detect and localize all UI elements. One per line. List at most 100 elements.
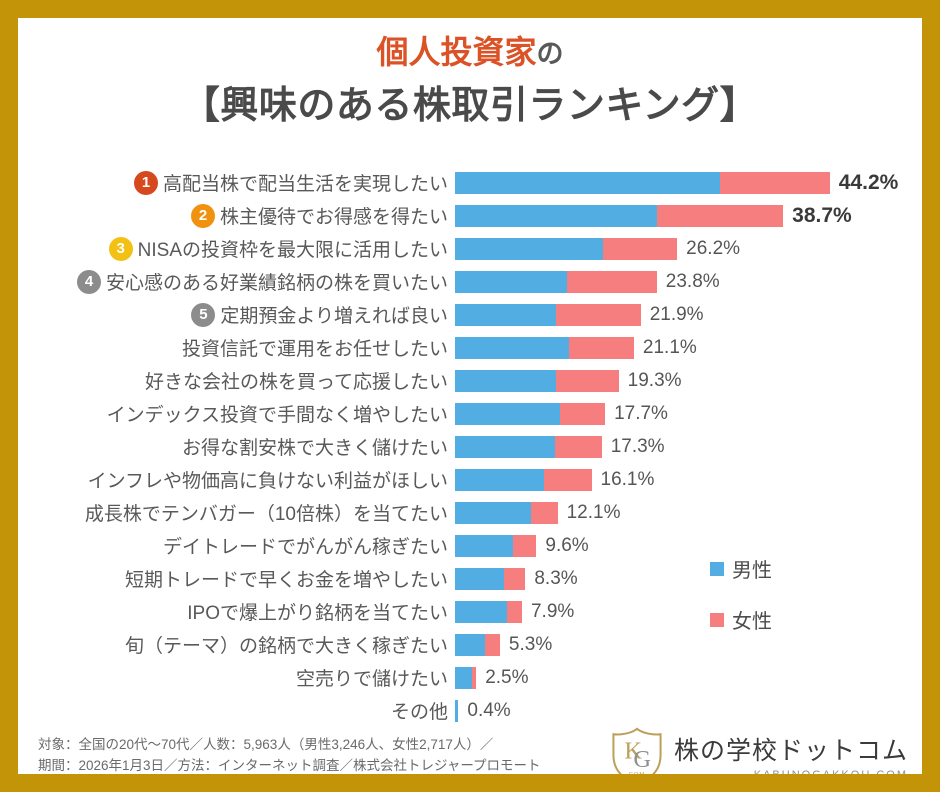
survey-note-line2: 期間：2026年1月3日／方法：インターネット調査／株式会社トレジャープロモート <box>38 757 541 773</box>
shield-crest-icon: K G COM <box>612 727 662 774</box>
chart-row: 2 株主優待でお得感を得たい 38.7% <box>18 199 922 232</box>
shield-letter-k: K <box>624 737 642 764</box>
row-label-text: インデックス投資で手間なく増やしたい <box>106 405 448 426</box>
logo-text-column: 株の学校ドットコム KABUNOGAKKOU.COM <box>673 731 908 775</box>
row-label-text: 成長株でテンバガー（10倍株）を当てたい <box>84 504 448 525</box>
chart-row: 空売りで儲けたい 2.5% <box>18 661 922 694</box>
row-label-cell: 5 定期預金より増えれば良い <box>18 301 448 328</box>
title-block: 個人投資家の 【興味のある株取引ランキング】 <box>18 34 922 166</box>
bar-female-segment <box>555 369 619 392</box>
legend-label-female: 女性 <box>732 611 772 633</box>
stacked-bar <box>455 336 634 359</box>
row-value-label: 0.4% <box>467 699 511 721</box>
chart-row: 好きな会社の株を買って応援したい 19.3% <box>18 364 922 397</box>
chart-row: お得な割安株で大きく儲けたい 17.3% <box>18 430 922 463</box>
row-value-label: 21.1% <box>642 336 697 358</box>
row-label-text: 定期預金より増えれば良い <box>220 306 448 327</box>
title-suffix-text: の <box>536 39 564 69</box>
bar-female-segment <box>656 204 784 227</box>
bar-female-segment <box>603 237 678 260</box>
row-value-label: 44.2% <box>838 170 899 194</box>
row-label-cell: 1 高配当株で配当生活を実現したい <box>18 169 448 196</box>
bar-male-segment <box>455 534 513 557</box>
survey-note-line1: 対象：全国の20代～70代／人数：5,963人（男性3,246人、女性2,717… <box>38 736 494 752</box>
chart-row: 投資信託で運用をお任せしたい 21.1% <box>18 331 922 364</box>
chart-row: インフレや物価高に負けない利益がほしい 16.1% <box>18 463 922 496</box>
stacked-bar <box>455 237 678 260</box>
legend-item-female: 女性 <box>710 605 772 634</box>
legend-label-male: 男性 <box>732 560 772 582</box>
row-label-cell: IPOで爆上がり銘柄を当てたい <box>18 598 448 625</box>
row-value-label: 38.7% <box>792 203 852 227</box>
row-label-cell: インデックス投資で手間なく増やしたい <box>18 400 448 427</box>
chart-row: 5 定期預金より増えれば良い 21.9% <box>18 298 922 331</box>
chart-row: インデックス投資で手間なく増やしたい 17.7% <box>18 397 922 430</box>
row-value-label: 26.2% <box>686 237 741 259</box>
bar-male-segment <box>455 600 507 623</box>
rank-badge: 5 <box>191 302 216 327</box>
bar-female-segment <box>568 336 634 359</box>
row-value-label: 17.7% <box>614 402 668 424</box>
chart-row: IPOで爆上がり銘柄を当てたい 7.9% <box>18 595 922 628</box>
bar-male-segment <box>455 171 720 194</box>
bar-female-segment <box>512 534 537 557</box>
row-label-cell: 好きな会社の株を買って応援したい <box>18 367 448 394</box>
row-value-label: 23.8% <box>665 270 720 292</box>
row-label-text: インフレや物価高に負けない利益がほしい <box>87 471 448 492</box>
stacked-bar <box>455 567 526 590</box>
female-color-swatch <box>710 612 724 627</box>
row-label-text: 高配当株で配当生活を実現したい <box>162 174 448 195</box>
bar-female-segment <box>719 171 830 194</box>
bar-female-segment <box>506 600 522 623</box>
chart-row: 3 NISAの投資枠を最大限に活用したい 26.2% <box>18 232 922 265</box>
stacked-bar <box>455 534 537 557</box>
row-label-cell: 3 NISAの投資枠を最大限に活用したい <box>18 235 448 262</box>
male-color-swatch <box>710 561 724 576</box>
row-value-label: 5.3% <box>508 633 553 655</box>
bar-female-segment <box>471 666 477 689</box>
row-label-text: デイトレードでがんがん稼ぎたい <box>162 537 448 558</box>
ranking-bar-chart: 1 高配当株で配当生活を実現したい 44.2% 2 株主優待でお得感を得たい 38.7% 3… <box>18 166 922 727</box>
bar-female-segment <box>566 270 657 293</box>
row-label-text: 株主優待でお得感を得たい <box>219 207 448 228</box>
row-value-label: 8.3% <box>534 567 578 589</box>
row-label-cell: 2 株主優待でお得感を得たい <box>18 202 448 229</box>
row-value-label: 7.9% <box>530 600 575 622</box>
chart-row: デイトレードでがんがん稼ぎたい 9.6% <box>18 529 922 562</box>
row-label-cell: 投資信託で運用をお任せしたい <box>18 334 448 361</box>
survey-notes: 対象：全国の20代～70代／人数：5,963人（男性3,246人、女性2,717… <box>38 735 541 774</box>
stacked-bar <box>455 468 592 491</box>
row-label-cell: インフレや物価高に負けない利益がほしい <box>18 466 448 493</box>
stacked-bar <box>455 600 522 623</box>
rank-badge: 4 <box>76 269 101 294</box>
row-label-text: お得な割安株で大きく儲けたい <box>181 438 448 459</box>
row-label-text: 空売りで儲けたい <box>295 669 448 690</box>
bar-male-segment <box>455 435 556 458</box>
row-label-text: 旬（テーマ）の銘柄で大きく稼ぎたい <box>124 636 448 657</box>
stacked-bar <box>455 171 830 194</box>
title-accent-text: 個人投資家 <box>376 34 537 70</box>
bar-female-segment <box>484 633 500 656</box>
row-label-text: 好きな会社の株を買って応援したい <box>144 372 448 393</box>
bar-male-segment <box>455 270 567 293</box>
chart-row: 成長株でテンバガー（10倍株）を当てたい 12.1% <box>18 496 922 529</box>
bar-female-segment <box>555 435 602 458</box>
row-label-cell: 旬（テーマ）の銘柄で大きく稼ぎたい <box>18 631 448 658</box>
logo-name: 株の学校ドットコム <box>673 736 908 765</box>
stacked-bar <box>455 666 477 689</box>
bar-male-segment <box>455 699 459 722</box>
bar-female-segment <box>555 303 641 326</box>
row-label-text: 安心感のある好業績銘柄の株を買いたい <box>105 273 448 294</box>
row-label-cell: 4 安心感のある好業績銘柄の株を買いたい <box>18 268 448 295</box>
rank-badge: 3 <box>108 236 133 261</box>
bar-male-segment <box>455 303 556 326</box>
bar-female-segment <box>531 501 558 524</box>
page-title-line2: 【興味のある株取引ランキング】 <box>181 84 759 127</box>
bar-male-segment <box>455 369 556 392</box>
company-logo: K G COM 株の学校ドットコム KABUNOGAKKOU.COM <box>608 726 908 775</box>
bar-male-segment <box>455 204 657 227</box>
bar-male-segment <box>455 567 505 590</box>
page-title-line1: 個人投資家の <box>18 34 922 71</box>
stacked-bar <box>455 369 619 392</box>
